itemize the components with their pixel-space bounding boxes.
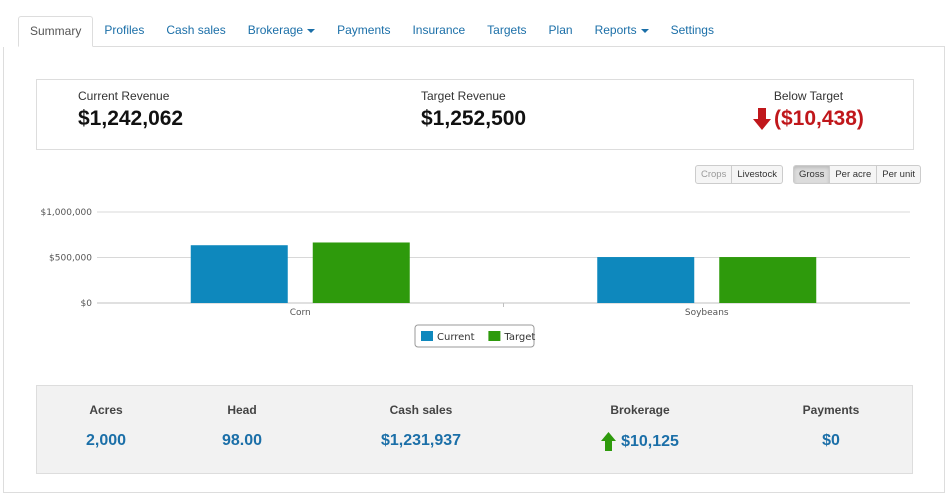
target-revenue: Target Revenue $1,252,500 [421,89,526,131]
tab-label: Reports [594,23,637,37]
stat-value: $0 [822,432,840,449]
caret-down-icon [640,28,649,33]
current-revenue-value: $1,242,062 [78,107,184,130]
target-revenue-value: $1,252,500 [421,107,527,130]
revenue-bar-chart: $0 $500,000 $1,000,000 Corn Soybeans Curren… [40,208,910,348]
bar-current-corn [190,245,288,303]
stat-label: Acres [89,403,123,417]
nav-tabs: Summary Profiles Cash sales Brokerage Pa… [18,16,945,47]
revenue-summary: Current Revenue $1,242,062 Target Revenu… [36,79,914,150]
y-tick-label: $0 [81,299,93,309]
stat-payments: Payments $0 [751,403,911,450]
tab-label: Cash sales [166,23,226,37]
tab-label: Settings [670,23,714,37]
tab-label: Summary [30,24,82,38]
per-acre-button[interactable]: Per acre [830,165,878,184]
chart-legend [414,324,535,348]
below-target-label: Below Target [773,89,844,103]
bar-target-corn [312,242,410,303]
tab-label: Profiles [104,23,145,37]
crops-button[interactable]: Crops [695,165,733,184]
tab-label: Payments [337,23,391,37]
x-tick-label: Corn [290,308,311,318]
measure-toggle: Gross Per acre Per unit [793,165,921,184]
legend-swatch [488,331,501,341]
below-target-value-row: ($10,438) [753,107,864,131]
stat-value-row: $10,125 [560,432,720,451]
legend-label: Target [503,332,535,343]
current-revenue-label: Current Revenue [78,89,170,103]
current-revenue: Current Revenue $1,242,062 [78,89,183,131]
stat-value: 2,000 [85,432,127,449]
crop-livestock-toggle: Crops Livestock [695,165,783,184]
tab-brokerage[interactable]: Brokerage [237,16,326,46]
stat-cash-sales: Cash sales $1,231,937 [341,403,501,450]
stat-value: $1,231,937 [380,432,462,449]
stat-brokerage: Brokerage $10,125 [560,403,720,451]
tab-insurance[interactable]: Insurance [401,16,476,46]
tab-payments[interactable]: Payments [326,16,401,46]
stat-acres: Acres 2,000 [26,403,186,450]
below-target: Below Target ($10,438) [753,89,864,131]
target-revenue-label: Target Revenue [421,89,506,103]
arrow-down-icon [753,108,771,130]
y-tick-label: $500,000 [49,254,92,264]
below-target-value: ($10,438) [774,107,864,130]
stat-label: Brokerage [610,403,670,417]
legend-label: Current [437,332,475,343]
tab-label: Insurance [412,23,466,37]
bar-current-soybeans [597,257,695,303]
stat-value: $10,125 [621,432,679,450]
tab-reports[interactable]: Reports [584,16,660,46]
tab-cash-sales[interactable]: Cash sales [155,16,236,46]
tab-label: Targets [487,23,527,37]
stat-label: Cash sales [389,403,453,417]
stat-head: Head 98.00 [162,403,322,450]
bar-target-soybeans [719,257,817,303]
per-unit-button[interactable]: Per unit [877,165,921,184]
stat-label: Payments [802,403,860,417]
y-tick-label: $1,000,000 [40,208,92,218]
tab-plan[interactable]: Plan [538,16,584,46]
tab-profiles[interactable]: Profiles [93,16,155,46]
livestock-button[interactable]: Livestock [732,165,783,184]
stat-label: Head [227,403,257,417]
caret-down-icon [307,28,316,33]
x-tick-label: Soybeans [685,308,729,318]
stat-value: 98.00 [221,432,263,449]
legend-swatch [421,331,433,341]
arrow-up-icon [601,432,617,451]
tab-summary[interactable]: Summary [18,16,94,47]
tab-label: Plan [548,23,573,37]
gross-button[interactable]: Gross [793,165,831,184]
tab-settings[interactable]: Settings [660,16,725,46]
tab-label: Brokerage [247,23,304,37]
tab-targets[interactable]: Targets [476,16,537,46]
stats-panel: Acres 2,000 Head 98.00 Cash sales $1,231… [36,385,913,474]
